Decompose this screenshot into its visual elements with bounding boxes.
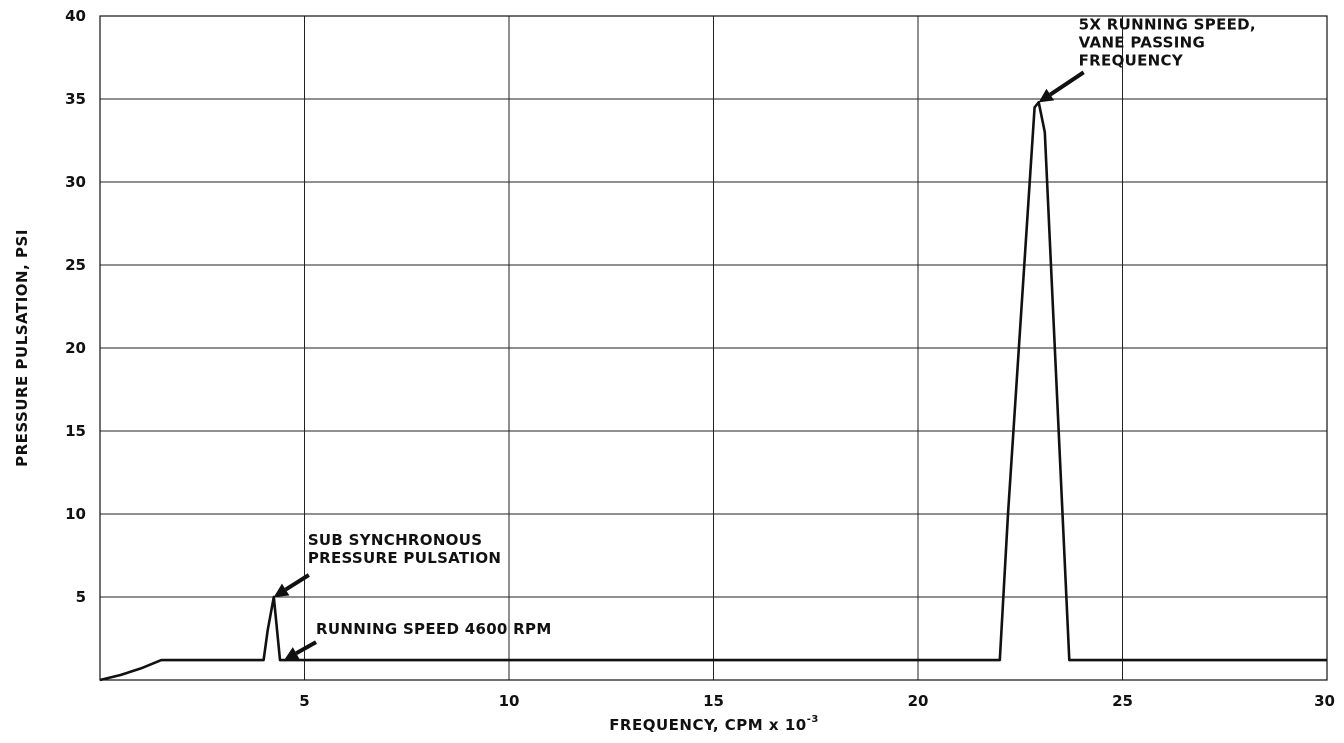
y-tick-label: 5 [76, 588, 86, 606]
annotation-text: PRESSURE PULSATION [308, 549, 501, 567]
y-tick-label: 25 [65, 256, 86, 274]
x-tick-label: 25 [1112, 692, 1133, 710]
y-tick-label: 35 [65, 90, 86, 108]
annotation-text: 5X RUNNING SPEED, [1079, 15, 1256, 33]
annotation-arrowhead [1038, 88, 1055, 103]
x-tick-label: 10 [499, 692, 520, 710]
plot-frame [99, 15, 1328, 681]
y-tick-label: 20 [65, 339, 86, 357]
annotation-text: VANE PASSING [1079, 33, 1205, 51]
x-tick-label: 20 [908, 692, 929, 710]
annotation-text: SUB SYNCHRONOUS [308, 531, 483, 549]
annotation-text: RUNNING SPEED 4600 RPM [316, 620, 552, 638]
grid [100, 15, 1328, 680]
annotation-arrow [295, 640, 318, 655]
pressure-spectrum-line [99, 101, 1327, 682]
annotation-arrow [1049, 70, 1085, 97]
x-axis-title-main: FREQUENCY, CPM x 10 [609, 716, 807, 734]
x-axis-title: FREQUENCY, CPM x 10-3 [609, 714, 819, 734]
y-tick-label: 15 [65, 422, 86, 440]
y-axis-title: PRESSURE PULSATION, PSI [13, 229, 31, 467]
tick-labels: 5 10 15 20 25 30 5 10 15 20 25 30 35 40 [65, 7, 1335, 710]
annotation-arrow [284, 573, 310, 592]
x-axis-title-exponent: -3 [807, 714, 819, 725]
annotation-arrowhead [273, 583, 290, 597]
x-tick-label: 30 [1314, 692, 1335, 710]
x-tick-label: 5 [299, 692, 309, 710]
y-tick-label: 30 [65, 173, 86, 191]
annotation-text: FREQUENCY [1079, 51, 1184, 69]
annotation-arrowhead [284, 647, 300, 661]
x-tick-label: 15 [703, 692, 724, 710]
y-tick-label: 10 [65, 505, 86, 523]
y-tick-label: 40 [65, 7, 86, 25]
